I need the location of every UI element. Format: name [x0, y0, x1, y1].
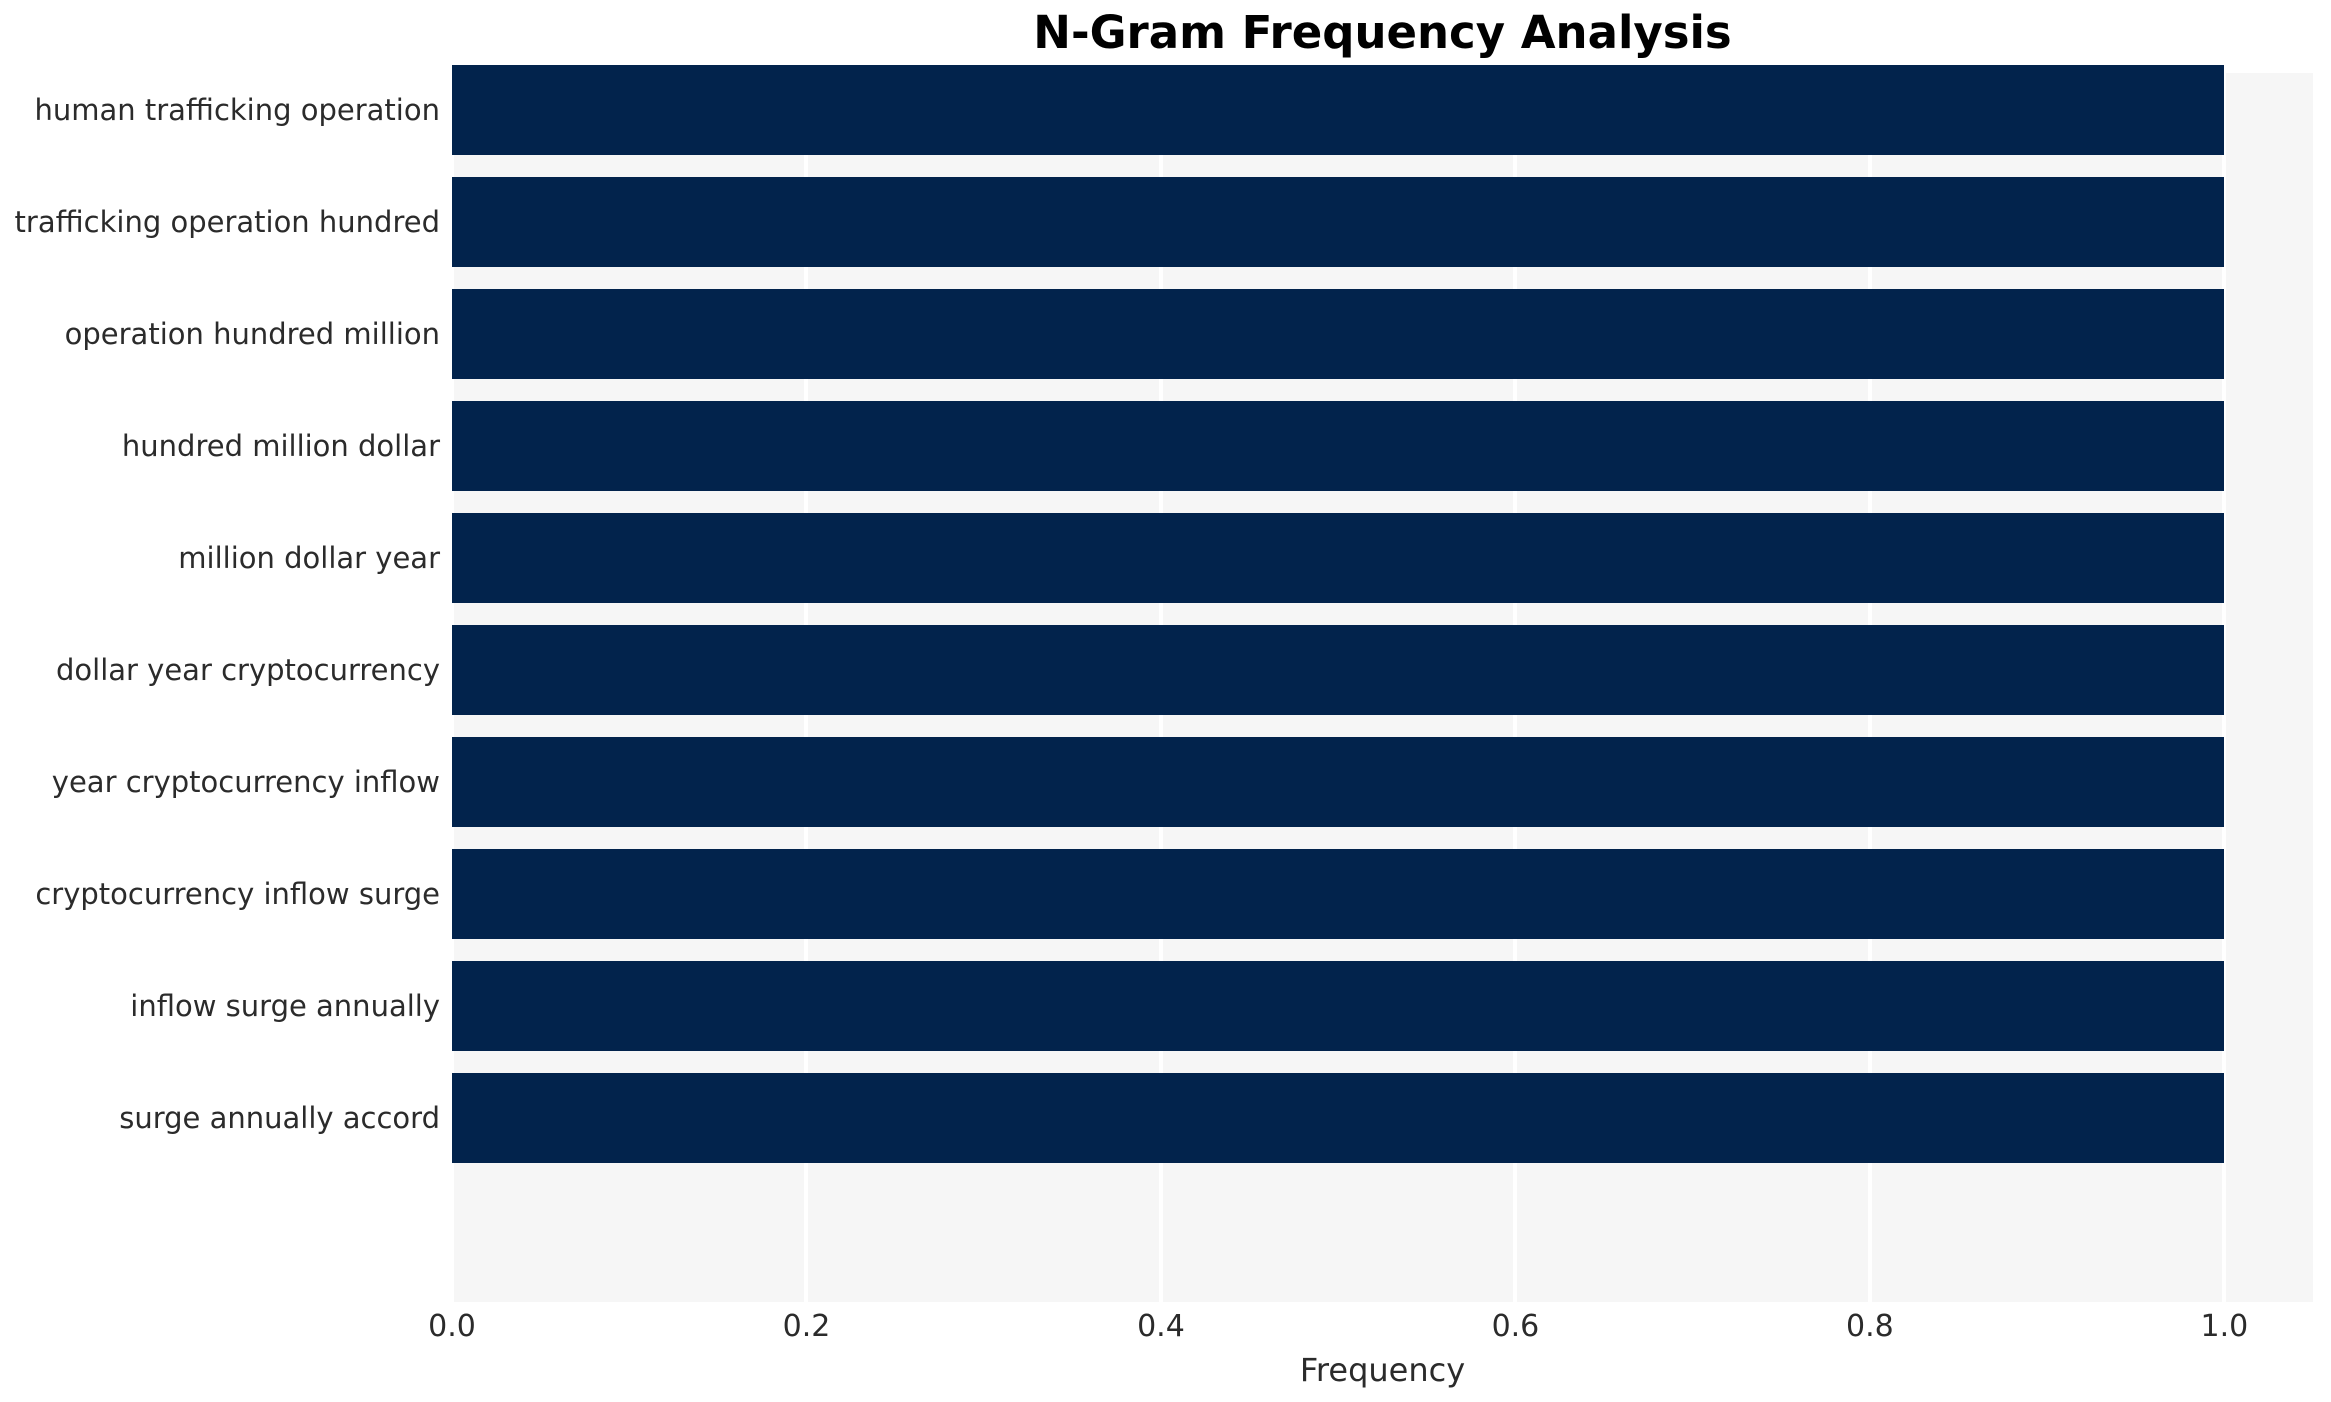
- x-tick-label: 0.4: [1137, 1309, 1185, 1344]
- bar-row: [452, 1062, 2313, 1174]
- y-label-row: trafficking operation hundred: [0, 166, 440, 278]
- bar-inflow-surge-annually: [452, 961, 2225, 1051]
- y-axis-label: dollar year cryptocurrency: [56, 653, 440, 687]
- bar-cryptocurrency-inflow-surge: [452, 849, 2225, 939]
- bar-row: [452, 950, 2313, 1062]
- bar-row: [452, 838, 2313, 950]
- y-axis-label: hundred million dollar: [121, 429, 440, 463]
- bar-row: [452, 54, 2313, 166]
- bar-operation-hundred-million: [452, 289, 2225, 379]
- y-label-row: hundred million dollar: [0, 390, 440, 502]
- x-tick-label: 0.2: [782, 1309, 831, 1344]
- bar-surge-annually-accord: [452, 1073, 2225, 1163]
- y-axis-label: year cryptocurrency inflow: [51, 765, 440, 799]
- y-axis-label: surge annually accord: [119, 1101, 440, 1135]
- y-label-row: surge annually accord: [0, 1062, 440, 1174]
- x-tick-label: 0.6: [1491, 1309, 1540, 1344]
- y-axis-label: million dollar year: [178, 541, 440, 575]
- y-axis-label: inflow surge annually: [130, 989, 440, 1023]
- y-axis: human trafficking operation trafficking o…: [0, 0, 440, 1229]
- y-axis-label: cryptocurrency inflow surge: [35, 877, 440, 911]
- x-tick-label: 0.0: [428, 1309, 476, 1344]
- bar-row: [452, 614, 2313, 726]
- bar-human-trafficking-operation: [452, 65, 2225, 155]
- chart-title: N-Gram Frequency Analysis: [1033, 6, 1732, 59]
- bar-year-cryptocurrency-inflow: [452, 737, 2225, 827]
- y-axis-label: operation hundred million: [64, 317, 440, 351]
- gridline-x-1.0: [2222, 73, 2227, 1302]
- bar-row: [452, 166, 2313, 278]
- y-label-row: human trafficking operation: [0, 54, 440, 166]
- y-label-row: dollar year cryptocurrency: [0, 614, 440, 726]
- bar-dollar-year-cryptocurrency: [452, 625, 2225, 715]
- y-axis-label: human trafficking operation: [34, 93, 440, 127]
- y-label-row: inflow surge annually: [0, 950, 440, 1062]
- y-label-row: million dollar year: [0, 502, 440, 614]
- bar-million-dollar-year: [452, 513, 2225, 603]
- bar-row: [452, 278, 2313, 390]
- bar-row: [452, 726, 2313, 838]
- x-tick-label: 1.0: [2200, 1309, 2249, 1344]
- bar-trafficking-operation-hundred: [452, 177, 2225, 267]
- y-axis-label: trafficking operation hundred: [14, 205, 440, 239]
- y-label-row: year cryptocurrency inflow: [0, 726, 440, 838]
- x-axis-label: Frequency: [1299, 1351, 1466, 1389]
- x-tick-label: 0.8: [1846, 1309, 1894, 1344]
- x-axis-ticks: 0.0 0.2 0.4 0.6 0.8 1.0: [428, 1309, 2313, 1345]
- bar-row: [452, 502, 2313, 614]
- bar-series: [452, 0, 2313, 1229]
- bar-hundred-million-dollar: [452, 401, 2225, 491]
- y-label-row: cryptocurrency inflow surge: [0, 838, 440, 950]
- y-label-row: operation hundred million: [0, 278, 440, 390]
- bar-row: [452, 390, 2313, 502]
